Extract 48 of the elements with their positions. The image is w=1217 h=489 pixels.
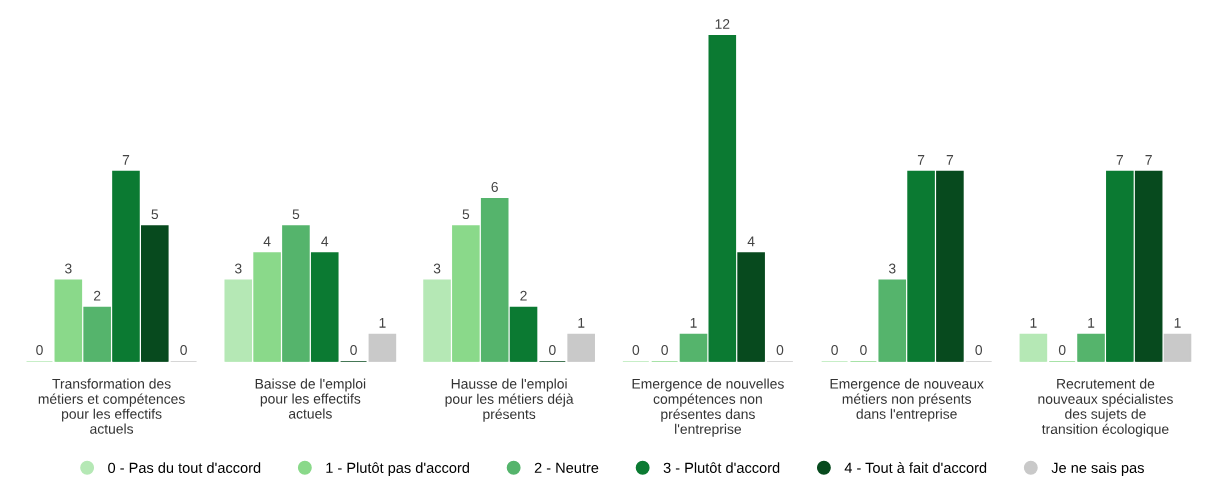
data-label: 7 (946, 155, 954, 165)
data-label: 5 (462, 209, 470, 220)
x-tick-label: Recrutement de nouveaux spécialistes des sujets de transition écologique (1038, 378, 1173, 437)
data-label: 1 (1088, 318, 1095, 328)
x-tick-label: Emergence de nouvelles compétences non présentes dans l'entreprise (632, 378, 784, 437)
data-label: 7 (917, 155, 925, 165)
x-tick-label: Emergence de nouveaux métiers non présents dans l'entreprise (830, 378, 984, 422)
data-label: 2 (93, 290, 101, 301)
data-label: 0 (975, 345, 983, 355)
legend-label: 4 - Tout à fait d'accord (844, 462, 987, 473)
data-label: 1 (1174, 318, 1181, 328)
legend-label: 3 - Plutôt d'accord (663, 462, 780, 473)
x-tick-label: Baisse de l'emploi pour les effectifs actuels (255, 378, 366, 419)
legend-label: 2 - Neutre (534, 462, 599, 473)
data-label: 12 (715, 19, 730, 29)
x-tick-label: Transformation des métiers et compétences pour les effectifs actuels (38, 378, 185, 434)
data-label: 7 (122, 155, 130, 165)
data-label: 3 (64, 263, 72, 274)
data-label: 0 (776, 345, 784, 355)
data-label: 5 (292, 209, 300, 220)
data-label: 5 (151, 209, 159, 220)
data-label: 0 (632, 345, 640, 355)
data-label: 6 (491, 182, 498, 192)
data-label: 0 (661, 345, 668, 355)
data-label: 4 (321, 236, 329, 247)
legend-label: 0 - Pas du tout d'accord (108, 462, 261, 473)
data-label: 1 (578, 318, 585, 328)
data-label: 0 (549, 345, 556, 355)
data-label: 1 (690, 318, 697, 328)
data-label: 4 (747, 236, 755, 247)
data-label: 0 (831, 345, 838, 355)
data-label: 0 (350, 345, 357, 355)
data-label: 7 (1145, 155, 1152, 165)
data-label: 1 (1030, 318, 1037, 328)
legend-label: Je ne sais pas (1051, 462, 1144, 476)
legend-label: 1 - Plutôt pas d'accord (326, 462, 469, 476)
data-label: 0 (36, 345, 43, 355)
data-label: 0 (860, 345, 867, 355)
data-label: 0 (180, 345, 187, 355)
x-tick-label: Hausse de l'emploi pour les métiers déjà présents (445, 378, 574, 422)
data-label: 0 (1058, 345, 1066, 355)
data-label: 4 (263, 236, 271, 247)
data-label: 7 (1116, 155, 1124, 165)
data-label: 3 (888, 263, 896, 274)
data-label: 3 (433, 263, 441, 274)
data-label: 2 (520, 290, 527, 301)
data-label: 3 (234, 263, 242, 274)
data-label: 1 (379, 318, 386, 328)
